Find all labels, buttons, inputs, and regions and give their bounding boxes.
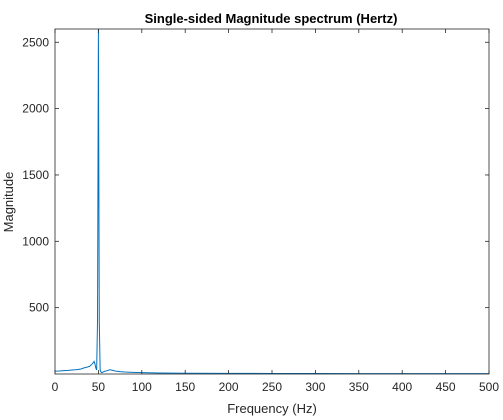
x-tick-label: 150 (175, 380, 195, 394)
x-tick-label: 100 (132, 380, 152, 394)
x-tick-label: 250 (262, 380, 282, 394)
x-axis-ticks: 0 50 100 150 200 250 300 350 400 450 500 (52, 29, 499, 394)
y-tick-label: 2500 (22, 35, 49, 49)
x-tick-label: 500 (479, 380, 499, 394)
y-axis-label: Magnitude (1, 172, 16, 233)
y-tick-label: 500 (29, 301, 49, 315)
x-tick-label: 200 (219, 380, 239, 394)
x-tick-label: 0 (52, 380, 59, 394)
y-tick-label: 1500 (22, 168, 49, 182)
x-tick-label: 300 (305, 380, 325, 394)
chart-title: Single-sided Magnitude spectrum (Hertz) (145, 11, 398, 26)
x-tick-label: 350 (349, 380, 369, 394)
x-axis-label: Frequency (Hz) (227, 401, 317, 416)
series-line (55, 29, 489, 374)
x-tick-label: 400 (392, 380, 412, 394)
y-tick-label: 2000 (22, 102, 49, 116)
y-tick-label: 1000 (22, 234, 49, 248)
x-tick-label: 50 (92, 380, 106, 394)
y-axis-ticks: 500 1000 1500 2000 2500 (22, 35, 489, 315)
x-tick-label: 450 (436, 380, 456, 394)
